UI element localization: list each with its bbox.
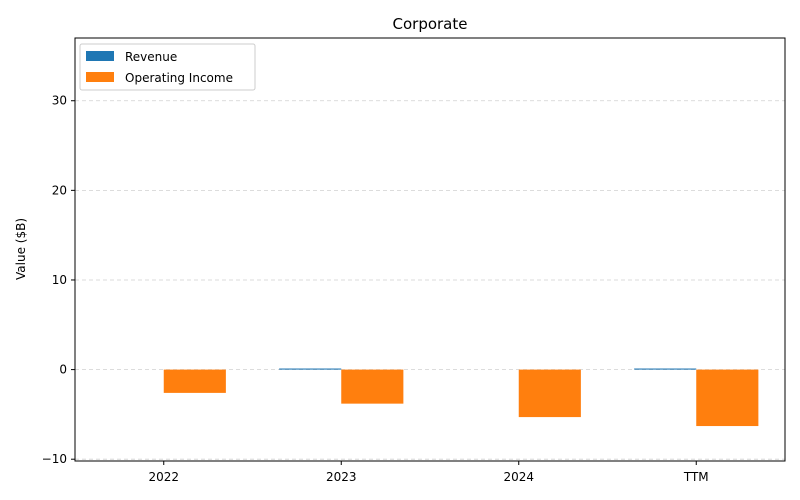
x-ticks-layer: 2022 2023 2024 TTM: [148, 461, 709, 484]
bar-operating-income-2022: [163, 369, 226, 393]
x-tick-label: 2024: [503, 470, 534, 484]
x-tick-label: 2023: [326, 470, 357, 484]
legend-box: [79, 43, 256, 91]
y-tick-label: 20: [52, 183, 67, 197]
x-tick-label: TTM: [683, 470, 709, 484]
bar-revenue-ttm: [634, 368, 697, 370]
bars-layer: [163, 368, 759, 427]
y-ticks-layer: −10 0 10 20 30: [42, 94, 75, 466]
y-tick-label: 10: [52, 273, 67, 287]
bar-revenue-2023: [279, 368, 342, 370]
y-tick-label: 30: [52, 94, 67, 108]
legend-swatch-revenue: [86, 51, 114, 61]
bar-operating-income-ttm: [696, 369, 759, 427]
y-axis-label: Value ($B): [14, 218, 28, 280]
bar-operating-income-2024: [518, 369, 581, 418]
grid-layer: [75, 100, 785, 460]
legend-label-revenue: Revenue: [125, 50, 177, 64]
legend-label-operating-income: Operating Income: [125, 71, 233, 85]
bar-operating-income-2023: [341, 369, 404, 404]
plot-frame: [74, 37, 786, 462]
y-tick-label: −10: [42, 452, 67, 466]
legend: Revenue Operating Income: [79, 43, 256, 91]
chart-title: Corporate: [393, 15, 468, 33]
x-tick-label: 2022: [148, 470, 179, 484]
legend-swatch-operating-income: [86, 72, 114, 82]
y-tick-label: 0: [59, 363, 67, 377]
